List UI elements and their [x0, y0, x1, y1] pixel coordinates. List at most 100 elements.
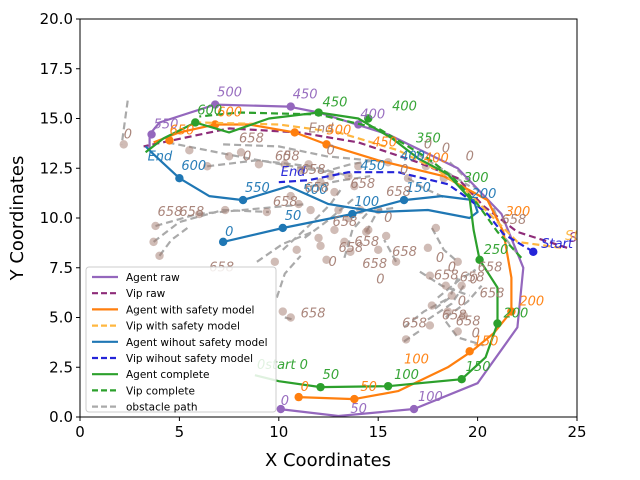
- obstacle-marker: [185, 146, 194, 155]
- obstacle-marker: [391, 257, 401, 266]
- legend-entry-label: Agent with safety model: [126, 304, 254, 316]
- series-point-label: 650: [169, 123, 194, 138]
- series-point-label: 200: [519, 295, 544, 310]
- obstacle-label: 658: [158, 205, 183, 220]
- obstacle-label: 658: [305, 181, 330, 196]
- series-marker: [191, 118, 200, 127]
- obstacle-label: 658: [350, 177, 375, 192]
- obstacle-label: 0: [327, 143, 335, 158]
- obstacle-label: 0: [329, 255, 337, 270]
- obstacle-paths: [119, 100, 519, 347]
- plot-frame: [79, 18, 578, 418]
- series-point-label: 50: [350, 402, 367, 417]
- legend-entry-label: Agent complete: [126, 369, 209, 381]
- series-point-label: 150: [406, 181, 431, 196]
- obstacle-marker: [350, 181, 359, 191]
- obstacle-marker: [254, 160, 264, 169]
- series-point-label: 600: [217, 106, 242, 121]
- legend-entry-label: Vip wihout safety model: [126, 353, 253, 365]
- series-point-label: 350: [416, 131, 441, 146]
- series-point-label: End: [148, 149, 173, 164]
- obstacle-path: [158, 227, 189, 257]
- series-point-label: 500: [327, 123, 352, 138]
- obstacle-path: [322, 159, 375, 174]
- series-line: [144, 145, 479, 243]
- obstacle-label: 0: [376, 273, 384, 288]
- axis-ticks: 0 5 10 15 20 25 0.0 2.5 5.0 7.5 10.0 12.5 15.0 17.5 20…: [40, 10, 587, 441]
- obstacle-label: 0: [472, 326, 480, 341]
- obstacle-path: [427, 285, 465, 321]
- obstacle-path: [444, 320, 484, 347]
- series-point-label: 400: [400, 149, 425, 164]
- obstacle-marker: [119, 140, 128, 149]
- obstacle-label: 0: [442, 141, 450, 156]
- obstacle-label: 0: [283, 149, 291, 164]
- obstacle-marker: [316, 177, 325, 187]
- obstacle-marker: [354, 162, 363, 171]
- obstacle-marker: [314, 233, 323, 243]
- series-marker: [348, 209, 357, 219]
- series-point-label: 150: [474, 334, 499, 349]
- obstacle-label: 658: [239, 131, 264, 146]
- obstacle-label: 658: [301, 163, 326, 178]
- series-marker: [290, 128, 299, 137]
- obstacle-path: [433, 277, 459, 311]
- obstacle-marker: [457, 281, 466, 290]
- series-lines: [143, 100, 568, 417]
- series-marker: [399, 195, 409, 205]
- obstacle-path: [403, 296, 451, 329]
- y-tick-label: 12.5: [40, 159, 73, 177]
- obstacle-marker: [278, 307, 287, 316]
- obstacle-marker: [447, 291, 456, 300]
- series-marker: [465, 347, 474, 356]
- obstacle-marker: [326, 172, 335, 181]
- series-point-label: 0: [281, 394, 289, 409]
- series-point-label: 100: [394, 368, 419, 383]
- y-tick-label: 7.5: [49, 259, 73, 277]
- series-point-label: 500: [303, 183, 328, 198]
- obstacle-label: 658: [434, 269, 459, 284]
- series-line: [143, 127, 568, 249]
- series-point-label: 400: [360, 108, 385, 123]
- series-point-label: 400: [392, 100, 417, 115]
- series-marker: [322, 140, 331, 149]
- series-point-label: 450: [293, 88, 318, 103]
- obstacle-label: 0: [470, 273, 478, 288]
- legend-entry-label: Vip complete: [126, 385, 195, 397]
- obstacle-marker: [149, 237, 158, 247]
- obstacle-marker: [425, 321, 435, 330]
- y-tick-label: 2.5: [49, 358, 73, 376]
- obstacle-path: [445, 284, 483, 319]
- series-point-label: 450: [323, 96, 348, 111]
- series-marker: [475, 255, 484, 264]
- series-point-label: 50: [360, 380, 377, 395]
- obstacle-marker: [294, 199, 303, 209]
- obstacle-label: 0: [400, 163, 408, 178]
- obstacle-marker: [296, 166, 305, 175]
- obstacle-label: 0: [466, 149, 474, 164]
- y-tick-label: 20.0: [40, 10, 73, 28]
- series-marker: [529, 247, 538, 257]
- legend-entry-label: Agent raw: [126, 272, 180, 284]
- obstacle-marker: [270, 257, 280, 266]
- x-tick-label: 0: [75, 423, 85, 441]
- obstacle-marker: [262, 207, 272, 217]
- obstacle-label: 658: [442, 308, 467, 323]
- x-tick-label: 25: [567, 423, 586, 441]
- obstacle-marker: [306, 205, 315, 215]
- obstacle-label: 658: [362, 257, 387, 272]
- obstacle-label: 658: [456, 314, 481, 329]
- obstacle-label: 658: [301, 307, 326, 322]
- obstacle-label: 658: [273, 195, 298, 210]
- obstacle-marker: [195, 209, 204, 219]
- series-line: [148, 103, 525, 417]
- obstacle-marker: [224, 152, 234, 161]
- series-marker: [238, 195, 248, 205]
- y-tick-label: 17.5: [40, 60, 73, 78]
- x-tick-label: 20: [468, 423, 487, 441]
- series-point-label: 50: [323, 368, 340, 383]
- obstacle-path: [417, 153, 471, 188]
- obstacle-marker: [374, 245, 383, 255]
- series-marker: [165, 136, 174, 145]
